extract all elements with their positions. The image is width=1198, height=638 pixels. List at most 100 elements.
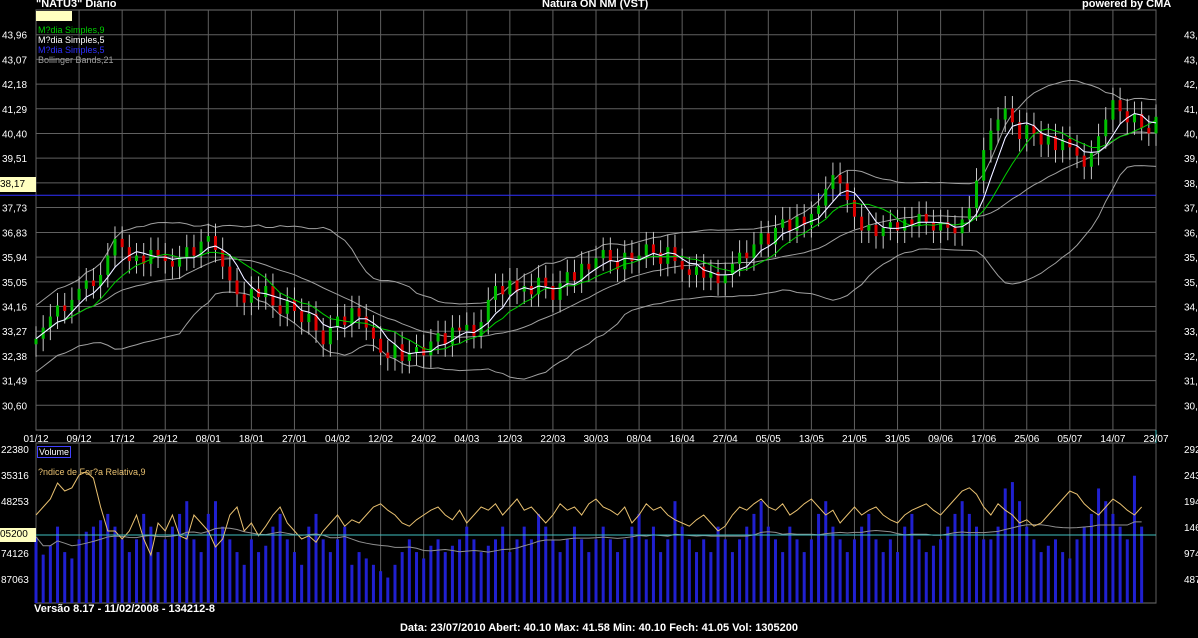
volume-bar [695,552,699,603]
volume-bar [163,539,167,603]
candle-body [314,313,318,331]
volume-bar [529,539,533,603]
x-tick-label: 22/03 [540,434,565,445]
volume-bar [185,501,189,603]
candle-body [709,272,713,278]
candle-body [34,338,38,345]
volume-bar [501,526,505,603]
volume-bar [1032,539,1036,603]
volume-bar [824,501,828,603]
volume-bar [558,552,562,603]
volume-bar [831,526,835,603]
volume-bar [386,577,390,603]
candle-body [702,266,706,278]
candle-body [292,299,296,311]
y-tick-label: 32,38 [2,352,27,363]
y-tick-label-right: 31, [1184,377,1198,388]
candle-body [558,283,562,300]
volume-bar [903,526,907,603]
candle-body [896,222,900,231]
volume-bar [1025,526,1029,603]
volume-bar [845,552,849,603]
candle-body [285,299,289,314]
legend-bollinger[interactable]: Bollinger Bands,21 [38,55,114,65]
candle-body [113,238,117,256]
volume-bar [773,539,777,603]
candle-body [572,272,576,281]
candle-body [975,180,979,209]
legend-ma5-white[interactable]: M?dia Simples,5 [38,35,105,45]
volume-bar [551,539,555,603]
legend-volume[interactable]: Volume [37,446,72,458]
ma5-white-line [35,112,1157,355]
candle-body [213,236,217,250]
volume-bar [1125,539,1129,603]
y-tick-label-right: 34, [1184,303,1198,314]
volume-bar [982,539,986,603]
volume-bar [400,552,404,603]
volume-bar [407,539,411,603]
candle-body [422,347,426,356]
legend-rsi[interactable]: ?ndice de For?a Relativa,9 [38,467,146,477]
volume-bar [781,552,785,603]
candle-body [931,222,935,231]
candle-body [565,272,569,284]
candle-body [1104,119,1108,137]
volume-bar [357,552,361,603]
candle-body [472,324,476,336]
volume-bar [156,552,160,603]
candle-body [192,247,196,256]
bollinger-lower [35,165,1157,380]
volume-bar [1018,501,1022,603]
candle-body [989,130,993,151]
candle-body [723,274,727,284]
y-tick-label: 40,40 [2,129,27,140]
candle-body [802,216,806,225]
volume-bar [493,539,497,603]
y-tick-label: 42,18 [2,80,27,91]
volume-bar [142,513,146,603]
x-tick-label: 05/07 [1057,434,1082,445]
volume-bar [135,539,139,603]
y-tick-label: 35,94 [2,253,27,264]
volume-bar [1082,526,1086,603]
candle-body [1046,136,1050,145]
instrument-name: Natura ON NM (VST) [542,0,649,10]
candle-body [364,316,368,328]
candle-body [63,305,67,311]
x-tick-label: 25/06 [1014,434,1039,445]
candle-body [465,324,469,331]
candle-body [687,269,691,275]
volume-bar [817,513,821,603]
volume-avg-line [35,521,1142,553]
candle-body [946,222,950,228]
candle-body [357,308,361,317]
volume-bar [264,545,268,603]
volume-bar [429,545,433,603]
volume-tick-label-right: 243 [1184,471,1198,482]
volume-bar [838,539,842,603]
volume-bar [300,564,304,603]
legend-ma9[interactable]: M?dia Simples,9 [38,25,105,35]
candle-body [1025,125,1029,139]
volume-bar [852,539,856,603]
candle-body [788,219,792,231]
volume-bar [860,526,864,603]
candle-body [601,249,605,259]
volume-bar [1111,513,1115,603]
candle-body [659,252,663,264]
candle-body [860,216,864,231]
volume-bar [472,539,476,603]
candle-body [544,277,548,287]
y-tick-label: 30,60 [2,401,27,412]
volume-tick-label: 22380 [1,445,29,456]
candle-body [178,258,182,267]
volume-bar [544,526,548,603]
volume-bar [77,539,81,603]
candle-body [264,286,268,298]
volume-bar [436,539,440,603]
volume-bar [292,552,296,603]
volume-bar [896,552,900,603]
legend-ma5-blue[interactable]: M?dia Simples,5 [38,45,105,55]
x-tick-label: 12/03 [497,434,522,445]
